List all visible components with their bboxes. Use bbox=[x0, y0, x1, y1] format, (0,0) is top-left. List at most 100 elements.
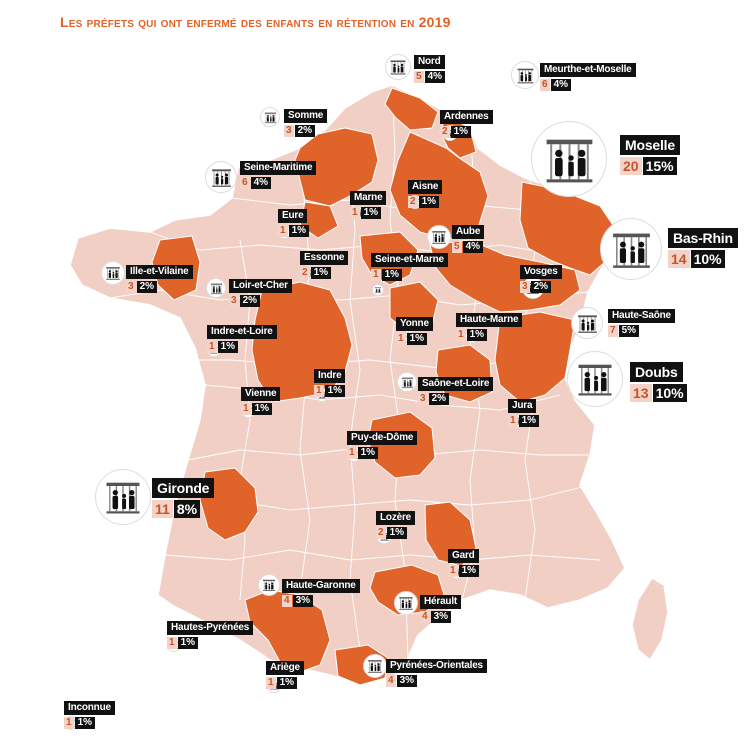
department-stats: 2 1% bbox=[408, 196, 442, 208]
family-cage-icon bbox=[363, 654, 387, 678]
department-stats: 1 1% bbox=[448, 565, 480, 577]
child-count: 11 bbox=[152, 500, 173, 518]
child-percentage: 1% bbox=[458, 565, 480, 577]
family-cage-icon bbox=[258, 574, 280, 596]
family-cage-icon bbox=[511, 61, 539, 89]
region-haute-garonne-ariege bbox=[244, 589, 331, 673]
department-name: Somme bbox=[284, 109, 328, 123]
department-label-inconnue: Inconnue 1 1% bbox=[64, 698, 115, 729]
region-gironde bbox=[199, 467, 259, 541]
department-label-saone-et-loire: Saône-et-Loire 3 2% bbox=[418, 374, 494, 405]
child-count: 1 bbox=[266, 677, 276, 689]
department-stats: 5 4% bbox=[414, 71, 446, 83]
department-label-essonne: Essonne 2 1% bbox=[300, 248, 349, 279]
department-stats: 1 1% bbox=[371, 269, 448, 281]
department-stats: 1 1% bbox=[64, 717, 115, 729]
department-name: Gironde bbox=[152, 478, 215, 498]
department-label-gard: Gard 1 1% bbox=[448, 546, 480, 577]
department-label-eure: Eure 1 1% bbox=[278, 206, 310, 237]
child-count: 2 bbox=[376, 527, 386, 539]
department-stats: 1 1% bbox=[347, 447, 417, 459]
child-percentage: 1% bbox=[357, 447, 379, 459]
department-stats: 1 1% bbox=[266, 677, 304, 689]
family-cage-icon bbox=[567, 351, 623, 407]
department-name: Gard bbox=[448, 549, 479, 563]
department-stats: 3 2% bbox=[284, 125, 327, 137]
family-cage-icon bbox=[205, 161, 237, 193]
child-count: 4 bbox=[420, 611, 430, 623]
child-count: 1 bbox=[241, 403, 251, 415]
department-name: Aisne bbox=[408, 180, 443, 194]
department-stats: 3 2% bbox=[520, 281, 562, 293]
department-label-seine-maritime: Seine-Maritime 6 4% bbox=[240, 158, 317, 189]
department-name: Saône-et-Loire bbox=[418, 377, 494, 391]
department-stats: 2 1% bbox=[300, 267, 348, 279]
child-count: 1 bbox=[508, 415, 518, 427]
child-percentage: 8% bbox=[173, 500, 201, 518]
department-label-gironde: Gironde 11 8% bbox=[152, 478, 215, 518]
department-label-aisne: Aisne 2 1% bbox=[408, 177, 443, 208]
family-cage-icon bbox=[397, 372, 417, 392]
department-name: Vienne bbox=[241, 387, 281, 401]
child-percentage: 3% bbox=[396, 675, 418, 687]
child-count: 6 bbox=[540, 79, 550, 91]
child-percentage: 2% bbox=[136, 281, 158, 293]
child-percentage: 1% bbox=[310, 267, 332, 279]
child-percentage: 1% bbox=[74, 717, 96, 729]
child-count: 1 bbox=[371, 269, 381, 281]
family-cage-icon bbox=[531, 121, 607, 197]
child-percentage: 1% bbox=[217, 341, 239, 353]
department-stats: 4 3% bbox=[282, 595, 360, 607]
department-name: Seine-et-Marne bbox=[371, 253, 448, 267]
family-cage-icon bbox=[600, 218, 662, 280]
child-count: 20 bbox=[620, 157, 642, 175]
child-percentage: 1% bbox=[276, 677, 298, 689]
child-count: 5 bbox=[452, 241, 462, 253]
department-name: Ardennes bbox=[440, 110, 493, 124]
department-label-haute-garonne: Haute-Garonne 4 3% bbox=[282, 576, 360, 607]
department-name: Marne bbox=[350, 191, 387, 205]
department-name: Haute-Garonne bbox=[282, 579, 360, 593]
department-name: Eure bbox=[278, 209, 308, 223]
department-stats: 11 8% bbox=[152, 500, 214, 518]
child-count: 1 bbox=[396, 333, 406, 345]
family-cage-icon bbox=[101, 261, 125, 285]
child-count: 1 bbox=[167, 637, 177, 649]
department-stats: 20 15% bbox=[620, 157, 680, 175]
department-stats: 6 4% bbox=[240, 177, 316, 189]
region-somme-seine-maritime bbox=[294, 127, 379, 207]
child-percentage: 1% bbox=[450, 126, 472, 138]
child-count: 4 bbox=[282, 595, 292, 607]
department-name: Bas-Rhin bbox=[668, 228, 738, 248]
child-percentage: 1% bbox=[381, 269, 403, 281]
department-label-yonne: Yonne 1 1% bbox=[396, 314, 433, 345]
region-haute-saone-doubs-jura bbox=[494, 311, 576, 403]
child-percentage: 1% bbox=[324, 385, 346, 397]
child-count: 1 bbox=[347, 447, 357, 459]
department-label-moselle: Moselle 20 15% bbox=[620, 135, 680, 175]
child-percentage: 1% bbox=[518, 415, 540, 427]
map-title: Les préfets qui ont enfermé des enfants … bbox=[60, 14, 451, 30]
department-label-bas-rhin: Bas-Rhin 14 10% bbox=[668, 228, 738, 268]
child-percentage: 5% bbox=[618, 325, 640, 337]
department-label-haute-marne: Haute-Marne 1 1% bbox=[456, 310, 523, 341]
region-moselle-meurthe-bas-rhin bbox=[519, 181, 616, 276]
family-cage-icon bbox=[385, 54, 411, 80]
department-stats: 7 5% bbox=[608, 325, 675, 337]
department-label-meurthe-et-moselle: Meurthe-et-Moselle 6 4% bbox=[540, 60, 636, 91]
department-name: Ille-et-Vilaine bbox=[126, 265, 193, 279]
department-name: Yonne bbox=[396, 317, 433, 331]
department-name: Jura bbox=[508, 399, 537, 413]
department-name: Nord bbox=[414, 55, 445, 69]
department-label-marne: Marne 1 1% bbox=[350, 188, 387, 219]
corsica bbox=[631, 576, 669, 662]
department-label-herault: Hérault 4 3% bbox=[420, 592, 462, 623]
department-stats: 14 10% bbox=[668, 250, 738, 268]
child-count: 1 bbox=[456, 329, 466, 341]
department-label-loir-et-cher: Loir-et-Cher 3 2% bbox=[229, 276, 292, 307]
department-stats: 2 1% bbox=[376, 527, 415, 539]
region-vosges-haute-marne-aube bbox=[429, 239, 581, 313]
child-count: 1 bbox=[448, 565, 458, 577]
department-label-nord: Nord 5 4% bbox=[414, 52, 446, 83]
department-name: Doubs bbox=[630, 362, 683, 382]
